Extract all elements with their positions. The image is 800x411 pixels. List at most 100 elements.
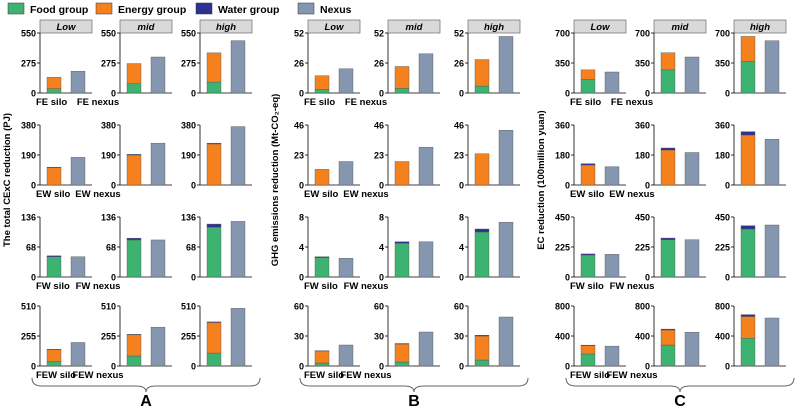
y-tick-label: 180 [635,151,650,161]
group-labels: A B C [31,377,795,410]
x-label-nexus: FE nexus [77,97,119,108]
nexus-bar [70,70,86,94]
y-tick-label: 60 [454,302,464,312]
subplot-B-1-high: 0 23 46 [454,121,520,191]
nexus-bar [230,40,246,94]
subplot-B-1-low: 0 23 46 EW silo EW nexus [294,121,389,201]
panel-label-B: B [408,393,420,410]
x-label-silo: EW silo [570,189,605,200]
subplot-A-2-low: 0 68 136 FW silo FW nexus [21,213,120,293]
nexus-bar [338,161,354,186]
silo-energy-segment [394,66,410,89]
silo-food-segment [474,359,490,367]
y-tick-label: 0 [725,362,730,372]
subplot-A-1-high: 0 190 380 [181,121,252,191]
silo-energy-segment [740,36,756,62]
silo-energy-segment [314,350,330,364]
nexus-bar [70,256,86,278]
y-tick-label: 800 [635,302,650,312]
silo-water-segment [394,241,410,244]
y-tick-label: 190 [101,151,116,161]
silo-food-segment [314,362,330,367]
nexus-bar [230,126,246,186]
nexus-bar [230,221,246,278]
silo-water-segment [394,343,410,345]
nexus-bar [418,146,434,186]
silo-energy-segment [660,149,676,186]
silo-food-segment [126,83,142,94]
y-tick-label: 0 [299,181,304,191]
legend-label-2: Water group [218,4,279,16]
y-tick-label: 0 [191,362,196,372]
y-tick-label: 350 [555,59,570,69]
y-tick-label: 52 [294,29,304,39]
y-tick-label: 380 [181,121,196,131]
silo-energy-segment [46,349,62,362]
y-tick-label: 800 [555,302,570,312]
silo-energy-segment [474,335,490,361]
nexus-bar [684,152,700,186]
subplot-C-1-mid: 0 180 360 [635,121,706,191]
x-label-nexus: FEW nexus [606,370,657,381]
subplot-C-0-mid: mid 0 350 700 [635,19,707,99]
scenario-header-label: high [750,22,770,33]
silo-food-segment [660,69,676,94]
silo-energy-segment [580,164,596,186]
y-tick-label: 510 [21,302,36,312]
ylabel-B: GHG emissions reduction (Mt-CO₂-eq) [270,94,281,267]
silo-food-segment [46,88,62,94]
y-tick-label: 0 [565,181,570,191]
silo-water-segment [740,314,756,317]
legend-swatch-2 [195,2,213,15]
x-label-nexus: FEW nexus [340,370,391,381]
nexus-bar [150,56,166,94]
silo-water-segment [206,321,222,323]
y-tick-label: 400 [555,332,570,342]
subplot-A-0-low: Low 0 275 550 FE silo FE nexus [21,19,119,108]
y-tick-label: 23 [374,151,384,161]
y-tick-label: 0 [379,362,384,372]
scenario-header-label: high [216,22,236,33]
y-tick-label: 4 [379,243,384,253]
silo-energy-segment [660,329,676,346]
y-tick-label: 255 [21,332,36,342]
y-tick-label: 360 [555,121,570,131]
silo-water-segment [580,344,596,346]
subplot-C-2-high: 0 225 450 [715,213,786,283]
scenario-header-box [467,19,521,34]
group-brace-A [31,377,261,393]
subplot-A-2-mid: 0 68 136 [101,213,172,283]
x-label-nexus: FW nexus [76,281,121,292]
subplot-C-0-low: Low 0 350 700 FE silo FE nexus [555,19,653,108]
legend-swatch-0 [7,2,25,15]
y-tick-label: 0 [111,181,116,191]
y-tick-label: 225 [555,243,570,253]
y-tick-label: 255 [101,332,116,342]
y-tick-label: 0 [645,89,650,99]
x-label-silo: FEW silo [570,370,610,381]
y-tick-label: 0 [31,181,36,191]
silo-energy-segment [206,52,222,83]
legend-swatch-1 [95,2,113,15]
y-tick-label: 400 [635,332,650,342]
y-tick-label: 23 [294,151,304,161]
silo-food-segment [740,338,756,367]
y-tick-label: 0 [565,273,570,283]
subplot-B-1-mid: 0 23 46 [374,121,440,191]
y-tick-label: 30 [454,332,464,342]
y-tick-label: 275 [181,59,196,69]
silo-water-segment [580,163,596,166]
nexus-bar [230,308,246,367]
y-tick-label: 510 [181,302,196,312]
subplot-A-2-high: 0 68 136 [181,213,252,283]
x-label-silo: FE silo [570,97,601,108]
silo-food-segment [740,228,756,278]
legend-label-0: Food group [30,4,88,16]
silo-food-segment [580,353,596,367]
scenario-header-box [307,19,361,34]
silo-energy-segment [580,69,596,80]
y-tick-label: 275 [101,59,116,69]
y-tick-label: 800 [715,302,730,312]
silo-food-segment [394,361,410,367]
y-tick-label: 0 [191,89,196,99]
